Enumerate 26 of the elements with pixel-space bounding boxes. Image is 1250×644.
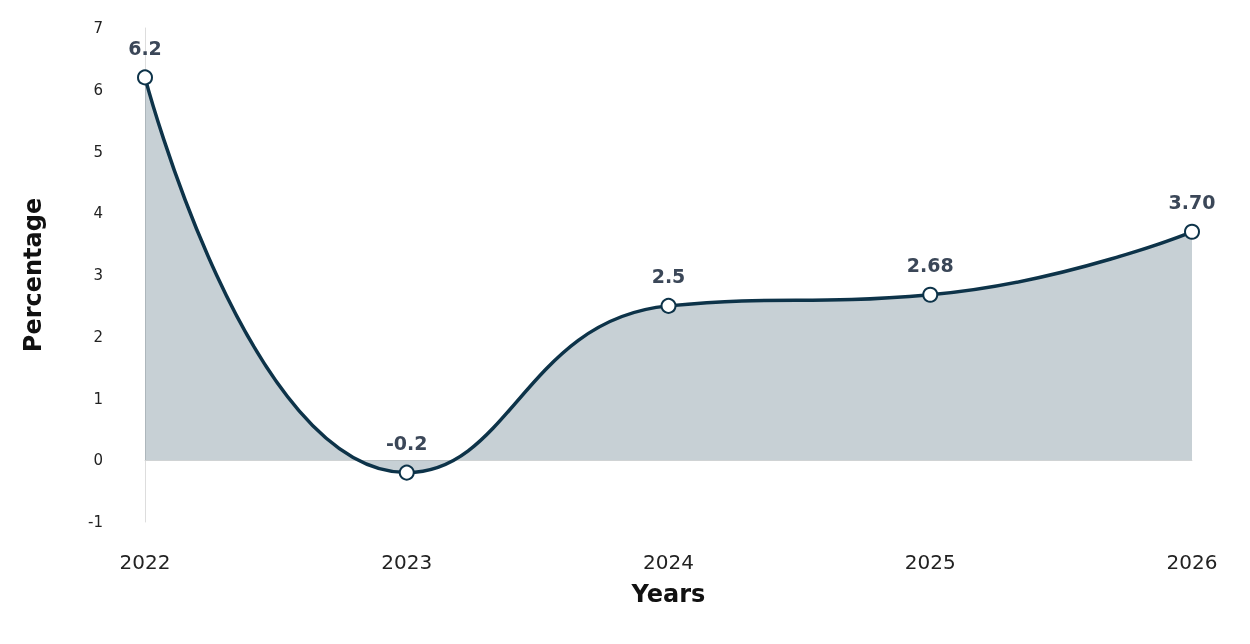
y-tick-label: 5 <box>93 142 103 161</box>
data-label: 3.70 <box>1168 191 1216 214</box>
x-tick-label: 2025 <box>904 550 956 574</box>
y-tick-label: 0 <box>93 451 103 470</box>
data-label: 2.5 <box>651 265 686 288</box>
data-label: 2.68 <box>906 254 954 277</box>
y-tick-label: 7 <box>93 19 103 37</box>
data-label: 6.2 <box>128 36 162 59</box>
x-tick-label: 2024 <box>643 550 694 574</box>
y-tick-label: 2 <box>93 327 103 346</box>
y-tick-label: 3 <box>93 266 103 284</box>
y-tick-label: 4 <box>93 204 103 223</box>
data-label: -0.2 <box>385 432 428 455</box>
x-tick-label: 2023 <box>381 550 433 574</box>
y-axis-title: Percentage <box>19 197 47 353</box>
point <box>137 69 153 86</box>
y-tick-label: -1 <box>88 513 103 531</box>
point <box>660 297 677 314</box>
y-tick-label: 6 <box>93 80 103 99</box>
point <box>398 464 415 481</box>
x-tick-label: 2022 <box>119 550 171 574</box>
x-tick-label: 2026 <box>1166 550 1218 574</box>
point <box>922 286 939 303</box>
x-axis-title: Years <box>630 580 706 608</box>
point <box>1184 223 1200 240</box>
y-tick-label: 1 <box>93 389 103 408</box>
